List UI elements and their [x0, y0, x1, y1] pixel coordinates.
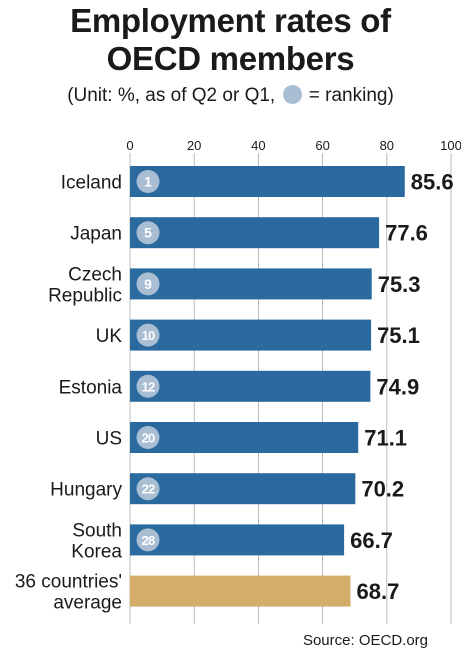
value-label: 75.1	[377, 323, 420, 348]
rank-circle	[136, 528, 160, 552]
subtitle-ranking-text: = ranking)	[308, 85, 394, 106]
x-tick-label: 20	[187, 138, 201, 153]
category-label: 36 countries'	[15, 572, 122, 593]
chart-title-line-1: Employment rates of	[70, 2, 391, 39]
value-label: 77.6	[385, 221, 428, 246]
value-label: 75.3	[378, 272, 421, 297]
chart-subtitle: (Unit: %, as of Q2 or Q1, = ranking)	[0, 84, 461, 108]
rank-circle	[136, 272, 160, 296]
bar	[130, 524, 345, 556]
value-label: 71.1	[364, 426, 407, 451]
category-label: UK	[96, 326, 123, 347]
rank-circle	[136, 477, 160, 501]
x-tick-label: 80	[380, 138, 394, 153]
x-tick-label: 40	[251, 138, 265, 153]
category-label: Hungary	[50, 480, 122, 501]
category-label: average	[53, 593, 122, 614]
rank-number: 28	[142, 533, 155, 548]
chart-title-line-2: OECD members	[106, 40, 355, 77]
rank-circle	[136, 170, 160, 193]
bar	[130, 422, 359, 453]
bar	[130, 268, 372, 300]
x-tick-label: 60	[315, 138, 329, 153]
category-label: Estonia	[59, 377, 123, 398]
category-label: US	[96, 429, 122, 450]
value-label: 74.9	[376, 374, 419, 399]
rank-circle	[136, 374, 160, 398]
rank-number: 5	[144, 225, 152, 241]
bar	[130, 473, 356, 505]
x-tick-label: 100	[440, 138, 461, 153]
bar	[130, 319, 372, 351]
value-label: 68.7	[357, 579, 400, 604]
bar	[130, 166, 405, 197]
rank-number: 20	[142, 431, 155, 446]
subtitle-unit-text: (Unit: %, as of Q2 or Q1,	[67, 85, 276, 106]
rank-circle	[136, 426, 160, 449]
category-label: Iceland	[61, 173, 122, 194]
bar	[130, 370, 371, 402]
value-label: 70.2	[361, 477, 404, 502]
value-label: 66.7	[350, 528, 393, 553]
rank-circle	[136, 221, 160, 245]
rank-number: 22	[142, 482, 155, 497]
value-label: 85.6	[411, 170, 454, 195]
rank-number: 12	[142, 379, 155, 394]
x-tick-label: 0	[126, 138, 133, 153]
category-label: South	[72, 520, 122, 541]
category-label: Czech	[68, 264, 122, 285]
rank-number: 1	[144, 174, 152, 190]
category-label: Korea	[71, 541, 122, 562]
category-label: Japan	[70, 224, 122, 245]
rank-number: 9	[144, 276, 152, 292]
rank-number: 10	[142, 328, 155, 343]
rank-legend-circle	[282, 85, 302, 104]
source-note: Source: OECD.org	[302, 632, 428, 649]
rank-circle	[136, 323, 160, 347]
bar	[130, 217, 380, 249]
average-bar	[130, 575, 351, 607]
category-label: Republic	[48, 285, 122, 306]
